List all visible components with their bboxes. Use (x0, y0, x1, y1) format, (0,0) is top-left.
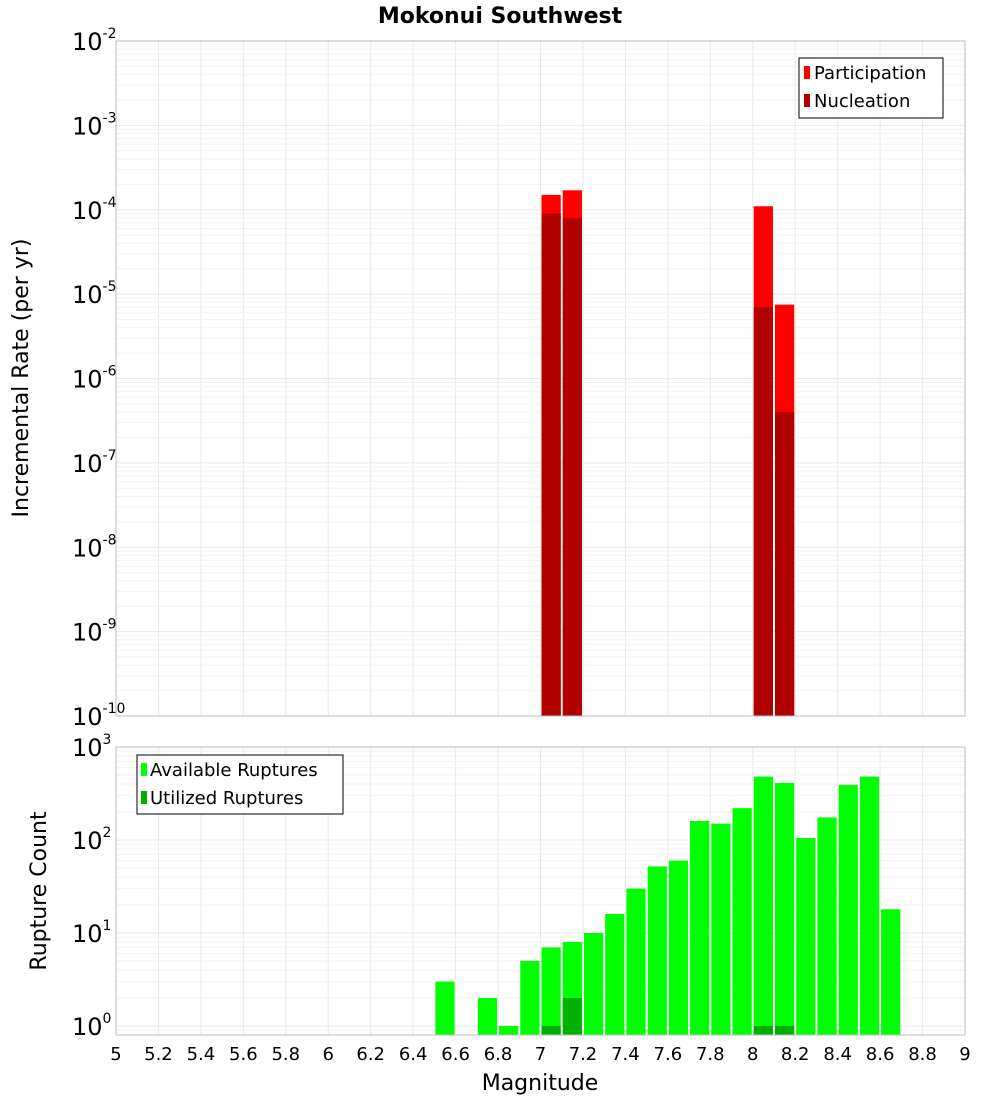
count-bar-s0 (435, 981, 455, 1035)
rate-legend: Participation Nucleation (798, 57, 944, 119)
x-tick-label: 8 (747, 1044, 758, 1065)
x-tick-label: 8.6 (866, 1044, 895, 1065)
available-legend-label: Available Ruptures (150, 760, 318, 781)
count-bar-s0 (499, 1025, 519, 1035)
participation-legend-swatch (804, 66, 810, 79)
rate-y-tick-label: 10-10 (72, 701, 125, 731)
x-tick-label: 7.8 (696, 1044, 725, 1065)
x-tick-label: 5.4 (187, 1044, 216, 1065)
x-tick-label: 8.2 (781, 1044, 810, 1065)
count-legend-box (136, 754, 344, 815)
count-bars (435, 776, 901, 1035)
count-bar-s0 (583, 932, 604, 1035)
rate-y-tick-label: 10-6 (72, 364, 117, 394)
rate-grid (115, 40, 966, 717)
x-tick-label: 5.6 (229, 1044, 258, 1065)
rate-bar-s1 (774, 412, 795, 716)
count-bar-s0 (774, 783, 795, 1035)
rate-y-ticks: 10-10 10-9 10-8 10-7 10-6 10-5 10-4 10-3 10-2 (72, 26, 125, 731)
count-y-tick-label: 101 (72, 918, 111, 948)
count-bar-s0 (605, 914, 625, 1035)
count-bar-s0 (541, 947, 561, 1035)
x-tick-label: 9 (959, 1044, 970, 1065)
count-legend: Available Ruptures Utilized Ruptures (136, 754, 344, 815)
nucleation-legend-label: Nucleation (814, 91, 910, 112)
x-tick-label: 7.6 (654, 1044, 683, 1065)
count-bar-s0 (520, 960, 540, 1035)
rate-y-tick-label: 10-3 (72, 110, 117, 140)
x-tick-label: 8.4 (823, 1044, 852, 1065)
participation-legend-label: Participation (814, 63, 926, 84)
count-panel: 100 101 102 103 5 5.2 5.4 5.6 5.8 6 6.2 6.4 6.6 6.8 7… (27, 732, 971, 1096)
x-tick-label: 6 (323, 1044, 334, 1065)
rate-bar-s1 (541, 213, 561, 717)
count-bar-s0 (668, 860, 689, 1035)
rate-y-tick-label: 10-2 (72, 26, 117, 56)
count-plot-frame (115, 746, 966, 1036)
count-y-axis-label: Rupture Count (27, 811, 52, 971)
count-bar-s0 (796, 838, 816, 1035)
rate-bar-s1 (562, 217, 582, 716)
available-legend-swatch (141, 763, 147, 776)
rate-plot-frame (115, 40, 966, 717)
x-tick-label: 7.2 (569, 1044, 598, 1065)
count-bar-s0 (732, 808, 752, 1035)
x-axis-label: Magnitude (482, 1071, 599, 1096)
x-tick-label: 7 (535, 1044, 546, 1065)
x-tick-label: 6.4 (399, 1044, 428, 1065)
rate-legend-box (798, 57, 944, 119)
count-y-tick-label: 100 (72, 1011, 111, 1041)
x-tick-label: 6.6 (441, 1044, 470, 1065)
count-bar-s1 (541, 1025, 561, 1035)
count-bar-s0 (647, 866, 667, 1035)
count-bar-s0 (838, 785, 858, 1035)
x-tick-label: 5.8 (271, 1044, 300, 1065)
count-bar-s1 (753, 1025, 773, 1035)
count-bar-s1 (774, 1025, 795, 1035)
rate-y-tick-label: 10-7 (72, 448, 117, 478)
count-bar-s0 (711, 823, 731, 1035)
rate-bar-s1 (753, 307, 773, 716)
count-y-tick-label: 102 (72, 825, 111, 855)
rate-y-axis-label: Incremental Rate (per yr) (9, 239, 34, 518)
nucleation-legend-swatch (804, 94, 810, 107)
count-bar-s0 (477, 997, 498, 1035)
count-y-tick-label: 103 (72, 732, 111, 762)
x-tick-label: 5.2 (144, 1044, 173, 1065)
rate-panel: 10-10 10-9 10-8 10-7 10-6 10-5 10-4 10-3 10-2 In… (9, 26, 966, 731)
x-tick-label: 6.2 (356, 1044, 385, 1065)
rate-y-tick-label: 10-8 (72, 532, 117, 562)
utilized-legend-swatch (141, 791, 147, 804)
count-bar-s0 (817, 817, 837, 1035)
count-y-ticks: 100 101 102 103 (72, 732, 111, 1041)
count-bar-s0 (859, 776, 880, 1035)
count-bar-s0 (626, 888, 646, 1035)
rate-bars (541, 190, 795, 717)
x-tick-label: 8.8 (908, 1044, 937, 1065)
count-bar-s0 (690, 821, 710, 1035)
count-x-ticks: 5 5.2 5.4 5.6 5.8 6 6.2 6.4 6.6 6.8 7 7.2 7.4 7.6 7.8 8… (110, 1044, 970, 1065)
rate-y-tick-label: 10-4 (72, 195, 117, 225)
rate-y-tick-label: 10-5 (72, 279, 117, 309)
x-tick-label: 5 (110, 1044, 121, 1065)
count-bar-s1 (562, 997, 582, 1035)
utilized-legend-label: Utilized Ruptures (150, 788, 303, 809)
rate-y-tick-label: 10-9 (72, 617, 117, 647)
x-tick-label: 7.4 (611, 1044, 640, 1065)
count-bar-s0 (753, 776, 773, 1035)
chart-title: Mokonui Southwest (378, 4, 623, 29)
count-bar-s0 (881, 909, 901, 1035)
x-tick-label: 6.8 (484, 1044, 513, 1065)
